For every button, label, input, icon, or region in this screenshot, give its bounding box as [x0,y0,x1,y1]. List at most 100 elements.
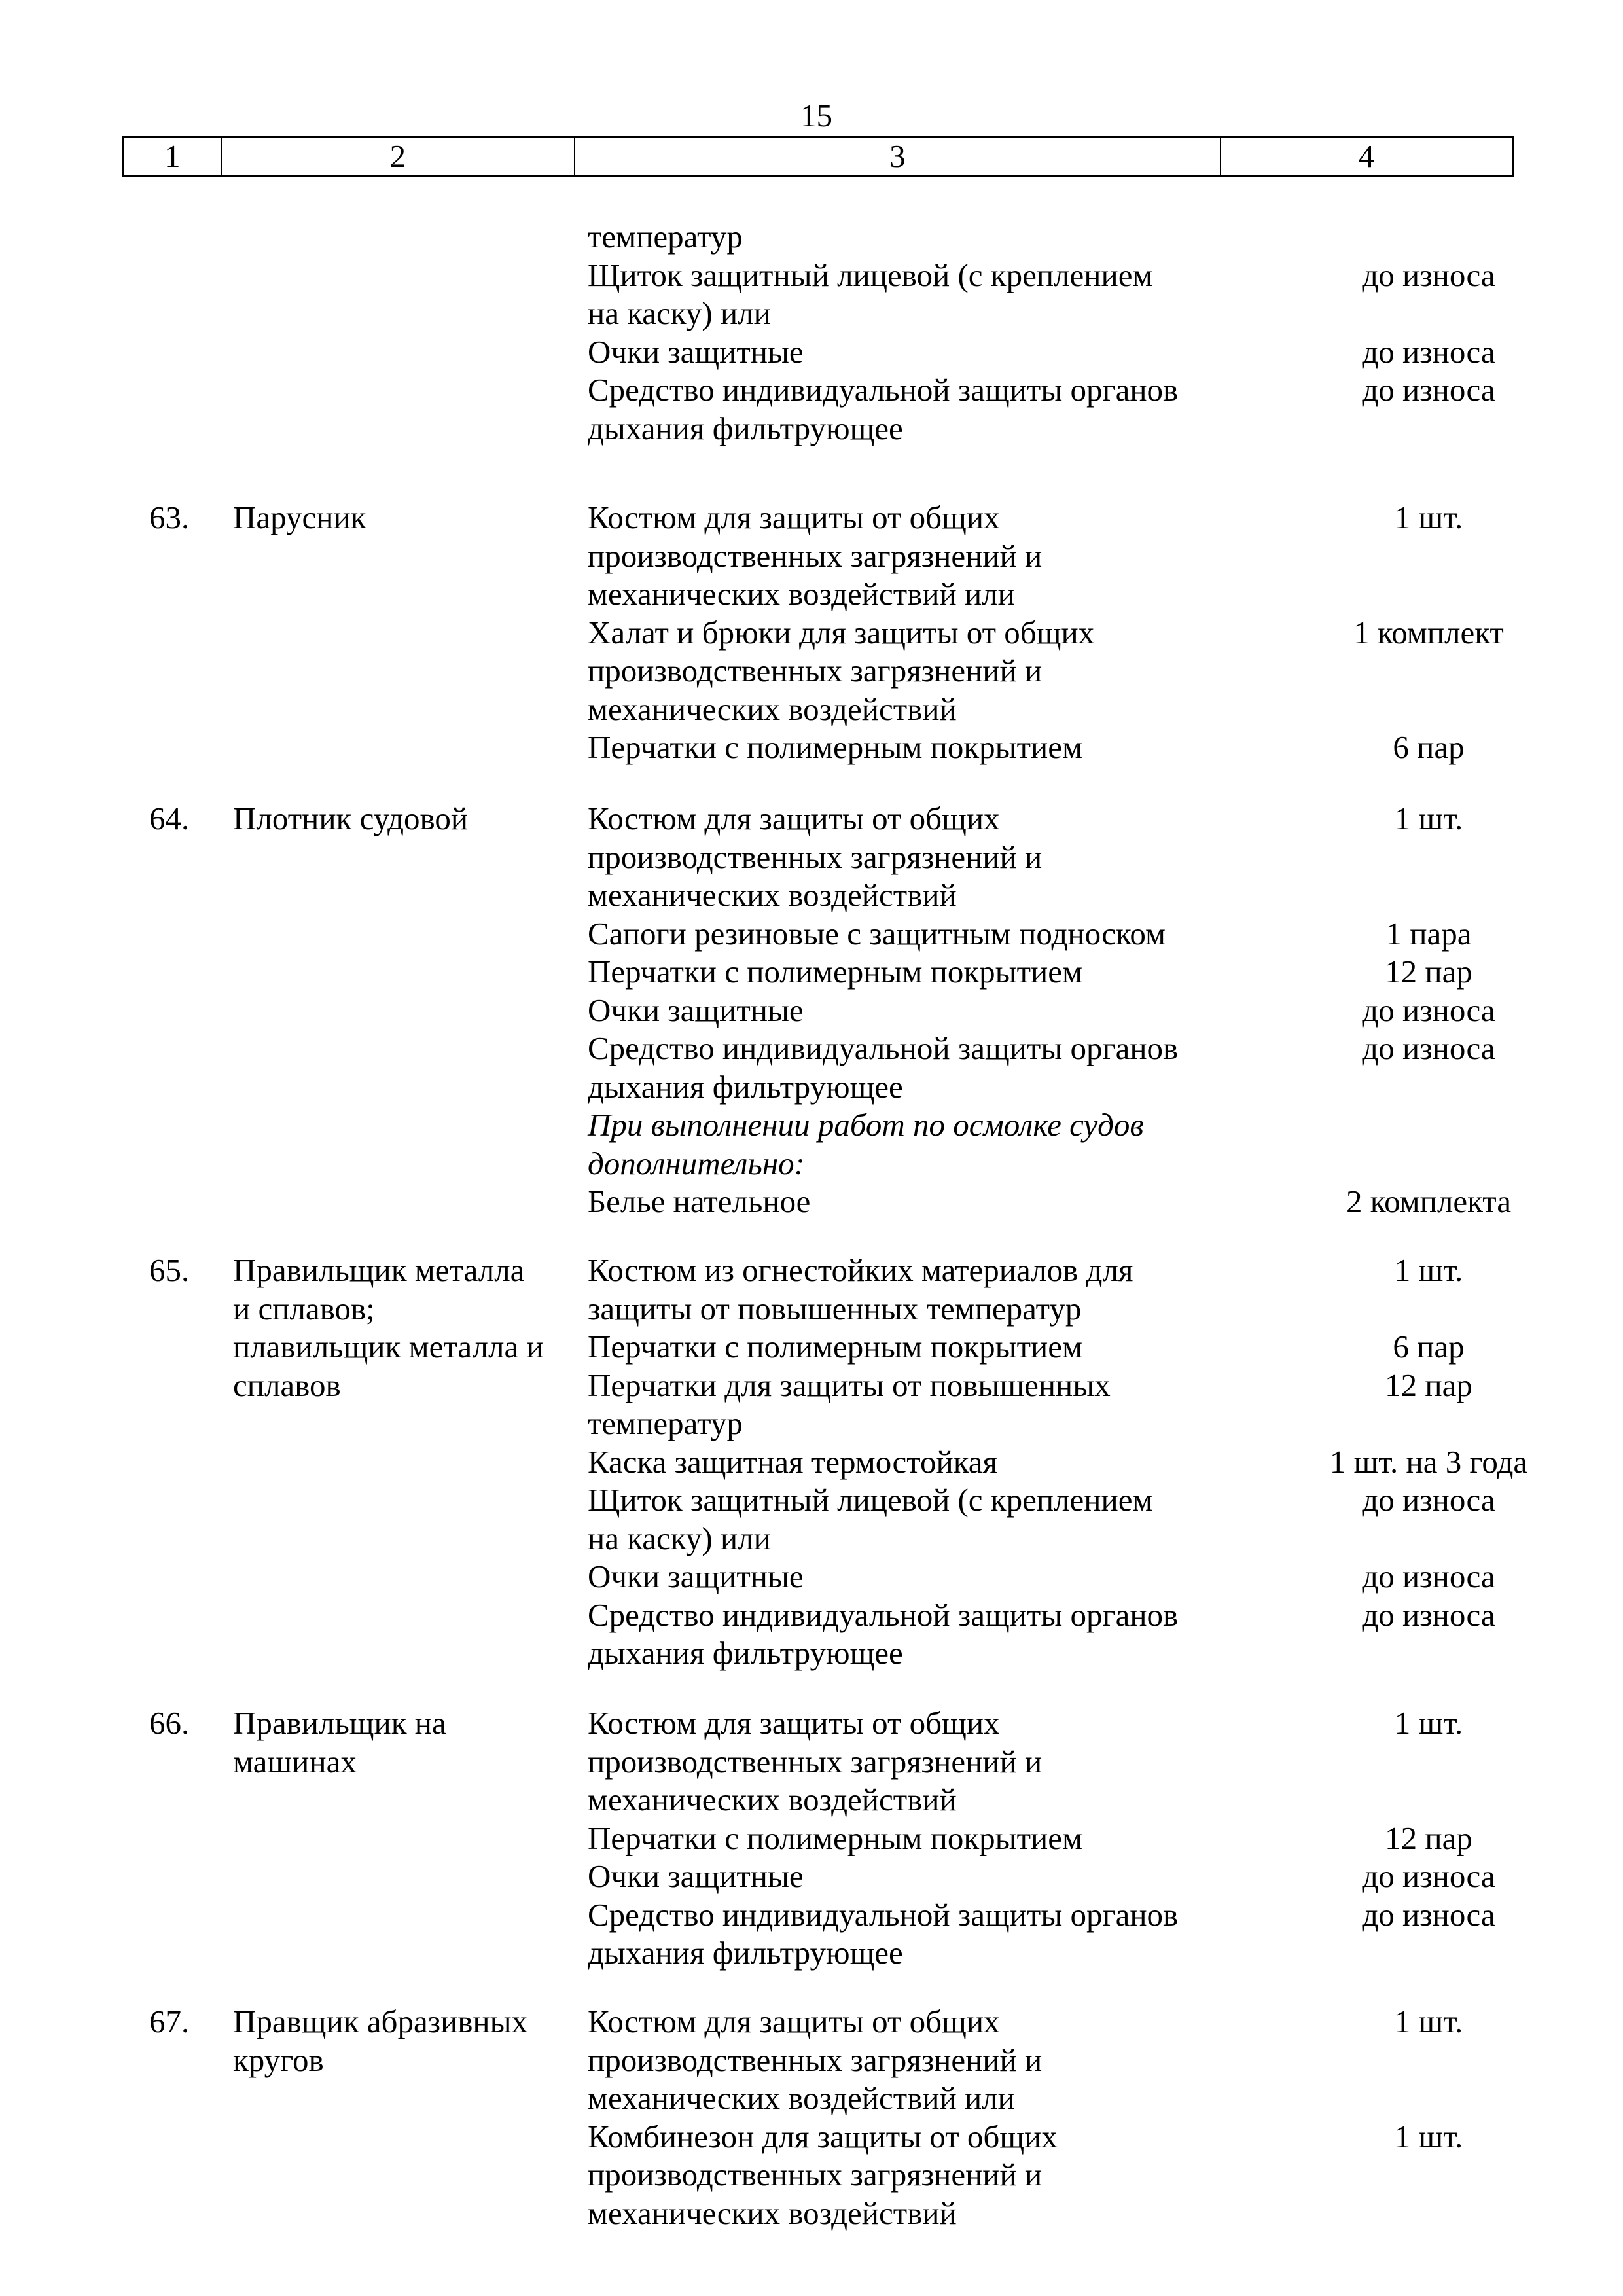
job-title: Правильщик на машинах [233,1704,560,1781]
equipment-item: Средство индивидуальной защиты органов ды… [588,371,1495,448]
equipment-item: температур [588,218,1242,257]
equipment-list: Костюм для защиты от общих производственн… [588,2003,1463,2233]
equipment-name-line: Костюм для защиты от общих [588,800,1000,836]
equipment-name-line: Каска защитная термостойкая [588,1443,998,1480]
equipment-quantity: 1 шт. на 3 года [1329,1443,1528,1480]
equipment-name-line: механических воздействий [588,877,957,913]
equipment-quantity: до износа [1362,333,1495,370]
equipment-item: При выполнении работ по осмолке судов доп… [588,1106,1242,1183]
equipment-name-line: Очки защитные [588,992,804,1028]
equipment-name-line: Костюм для защиты от общих [588,499,1000,535]
equipment-quantity: 6 пар [1393,1329,1465,1365]
table-header: 1 2 3 4 [122,136,1514,177]
equipment-quantity: 1 шт. [1394,800,1463,836]
equipment-name-line: Костюм из огнестойких материалов для [588,1252,1133,1288]
equipment-name-line: Средство индивидуальной защиты органов [588,1896,1179,1933]
job-title-line: сплавов [233,1367,341,1403]
equipment-item: Средство индивидуальной защиты органов ды… [588,1596,1495,1673]
equipment-item: Перчатки с полимерным покрытием 6 пар [588,1328,1465,1367]
equipment-name-line: механических воздействий [588,1782,957,1818]
equipment-name-line: механических воздействий [588,2195,957,2231]
equipment-name-line: Комбинезон для защиты от общих [588,2118,1058,2155]
equipment-name-line: Сапоги резиновые с защитным подноском [588,915,1166,952]
equipment-name-line: Средство индивидуальной защиты органов [588,1596,1179,1633]
row-number: 63. [149,499,190,535]
equipment-item: Перчатки с полимерным покрытием 6 пар [588,728,1465,767]
job-title-line: Правильщик металла [233,1252,525,1288]
equipment-item: Средство индивидуальной защиты органов ды… [588,1896,1495,1973]
row-number: 66. [149,1705,190,1741]
equipment-name-line: Перчатки с полимерным покрытием [588,954,1082,990]
equipment-quantity: 1 шт. [1394,1252,1463,1288]
equipment-name-line: Костюм для защиты от общих [588,1705,1000,1741]
equipment-name-line: производственных загрязнений и [588,653,1043,689]
equipment-quantity: 1 комплект [1353,614,1504,651]
equipment-name-line: механических воздействий или [588,2080,1015,2116]
equipment-name-line: механических воздействий или [588,576,1015,612]
job-title: Парусник [233,499,560,537]
equipment-item: Очки защитные до износа [588,333,1495,372]
job-title-line: Правильщик на [233,1705,446,1741]
equipment-name-line: температур [588,219,743,255]
equipment-name-line: защиты от повышенных температур [588,1290,1082,1327]
equipment-name-line: дополнительно: [588,1145,805,1181]
equipment-item: Щиток защитный лицевой (с креплением на к… [588,257,1495,333]
equipment-item: Очки защитные до износа [588,992,1495,1030]
job-title: Плотник судовой [233,800,560,838]
equipment-quantity: 1 шт. [1394,1705,1463,1741]
job-title: Правщик абразивных кругов [233,2003,560,2079]
equipment-item: Перчатки для защиты от повышенных темпера… [588,1367,1472,1443]
page-number: 15 [800,98,832,134]
equipment-item: Каска защитная термостойкая 1 шт. на 3 го… [588,1443,1527,1482]
equipment-quantity: 1 пара [1385,915,1472,952]
equipment-name-line: Очки защитные [588,333,804,370]
equipment-name-line: Халат и брюки для защиты от общих [588,614,1095,651]
equipment-name-line: Очки защитные [588,1858,804,1894]
equipment-list: Костюм для защиты от общих производственн… [588,499,1504,767]
equipment-name-line: Очки защитные [588,1558,804,1594]
equipment-quantity: 12 пар [1385,1820,1472,1856]
equipment-name-line: Средство индивидуальной защиты органов [588,372,1179,408]
equipment-name-line: дыхания фильтрующее [588,1635,903,1671]
equipment-name-line: производственных загрязнений и [588,1743,1043,1780]
equipment-name-line: температур [588,1405,743,1441]
equipment-quantity: до износа [1362,372,1495,408]
equipment-item: Костюм для защиты от общих производственн… [588,800,1463,915]
equipment-quantity: до износа [1362,992,1495,1028]
equipment-name-line: Перчатки для защиты от повышенных [588,1367,1111,1403]
equipment-name-line: Белье нательное [588,1183,811,1219]
equipment-name-line: на каску) или [588,295,771,331]
equipment-item: Очки защитные до износа [588,1558,1495,1596]
row-number: 64. [149,800,190,836]
header-col-1: 1 [124,138,222,175]
job-title-line: плавильщик металла и [233,1329,544,1365]
header-col-4: 4 [1358,138,1375,174]
row-number: 65. [149,1252,190,1288]
equipment-name-line: Перчатки с полимерным покрытием [588,1329,1082,1365]
equipment-name-line: производственных загрязнений и [588,2041,1043,2078]
equipment-item: Белье нательное 2 комплекта [588,1183,1511,1221]
header-col-2: 2 [222,138,576,175]
equipment-item: Очки защитные до износа [588,1857,1495,1896]
equipment-quantity: до износа [1362,1596,1495,1633]
equipment-quantity: до износа [1362,1482,1495,1518]
equipment-quantity: 12 пар [1385,1367,1472,1403]
equipment-item: Халат и брюки для защиты от общих произво… [588,614,1504,729]
equipment-name-line: дыхания фильтрующее [588,1935,903,1971]
equipment-name-line: производственных загрязнений и [588,838,1043,875]
equipment-item: Сапоги резиновые с защитным подноском 1 п… [588,915,1471,954]
equipment-item: Щиток защитный лицевой (с креплением на к… [588,1481,1495,1558]
equipment-name-line: Перчатки с полимерным покрытием [588,729,1082,765]
equipment-name-line: Средство индивидуальной защиты органов [588,1030,1179,1066]
row-number: 67. [149,2003,190,2039]
equipment-name-line: При выполнении работ по осмолке судов [588,1107,1144,1143]
equipment-name-line: дыхания фильтрующее [588,410,903,446]
equipment-name-line: Костюм для защиты от общих [588,2003,1000,2039]
equipment-item: Комбинезон для защиты от общих производст… [588,2118,1463,2233]
equipment-quantity: до износа [1362,1896,1495,1933]
job-title-line: Плотник судовой [233,800,469,836]
equipment-quantity: 1 шт. [1394,499,1463,535]
equipment-list: Костюм для защиты от общих производственн… [588,800,1511,1221]
header-col-3: 3 [575,138,1221,175]
equipment-item: Костюм для защиты от общих производственн… [588,2003,1463,2118]
